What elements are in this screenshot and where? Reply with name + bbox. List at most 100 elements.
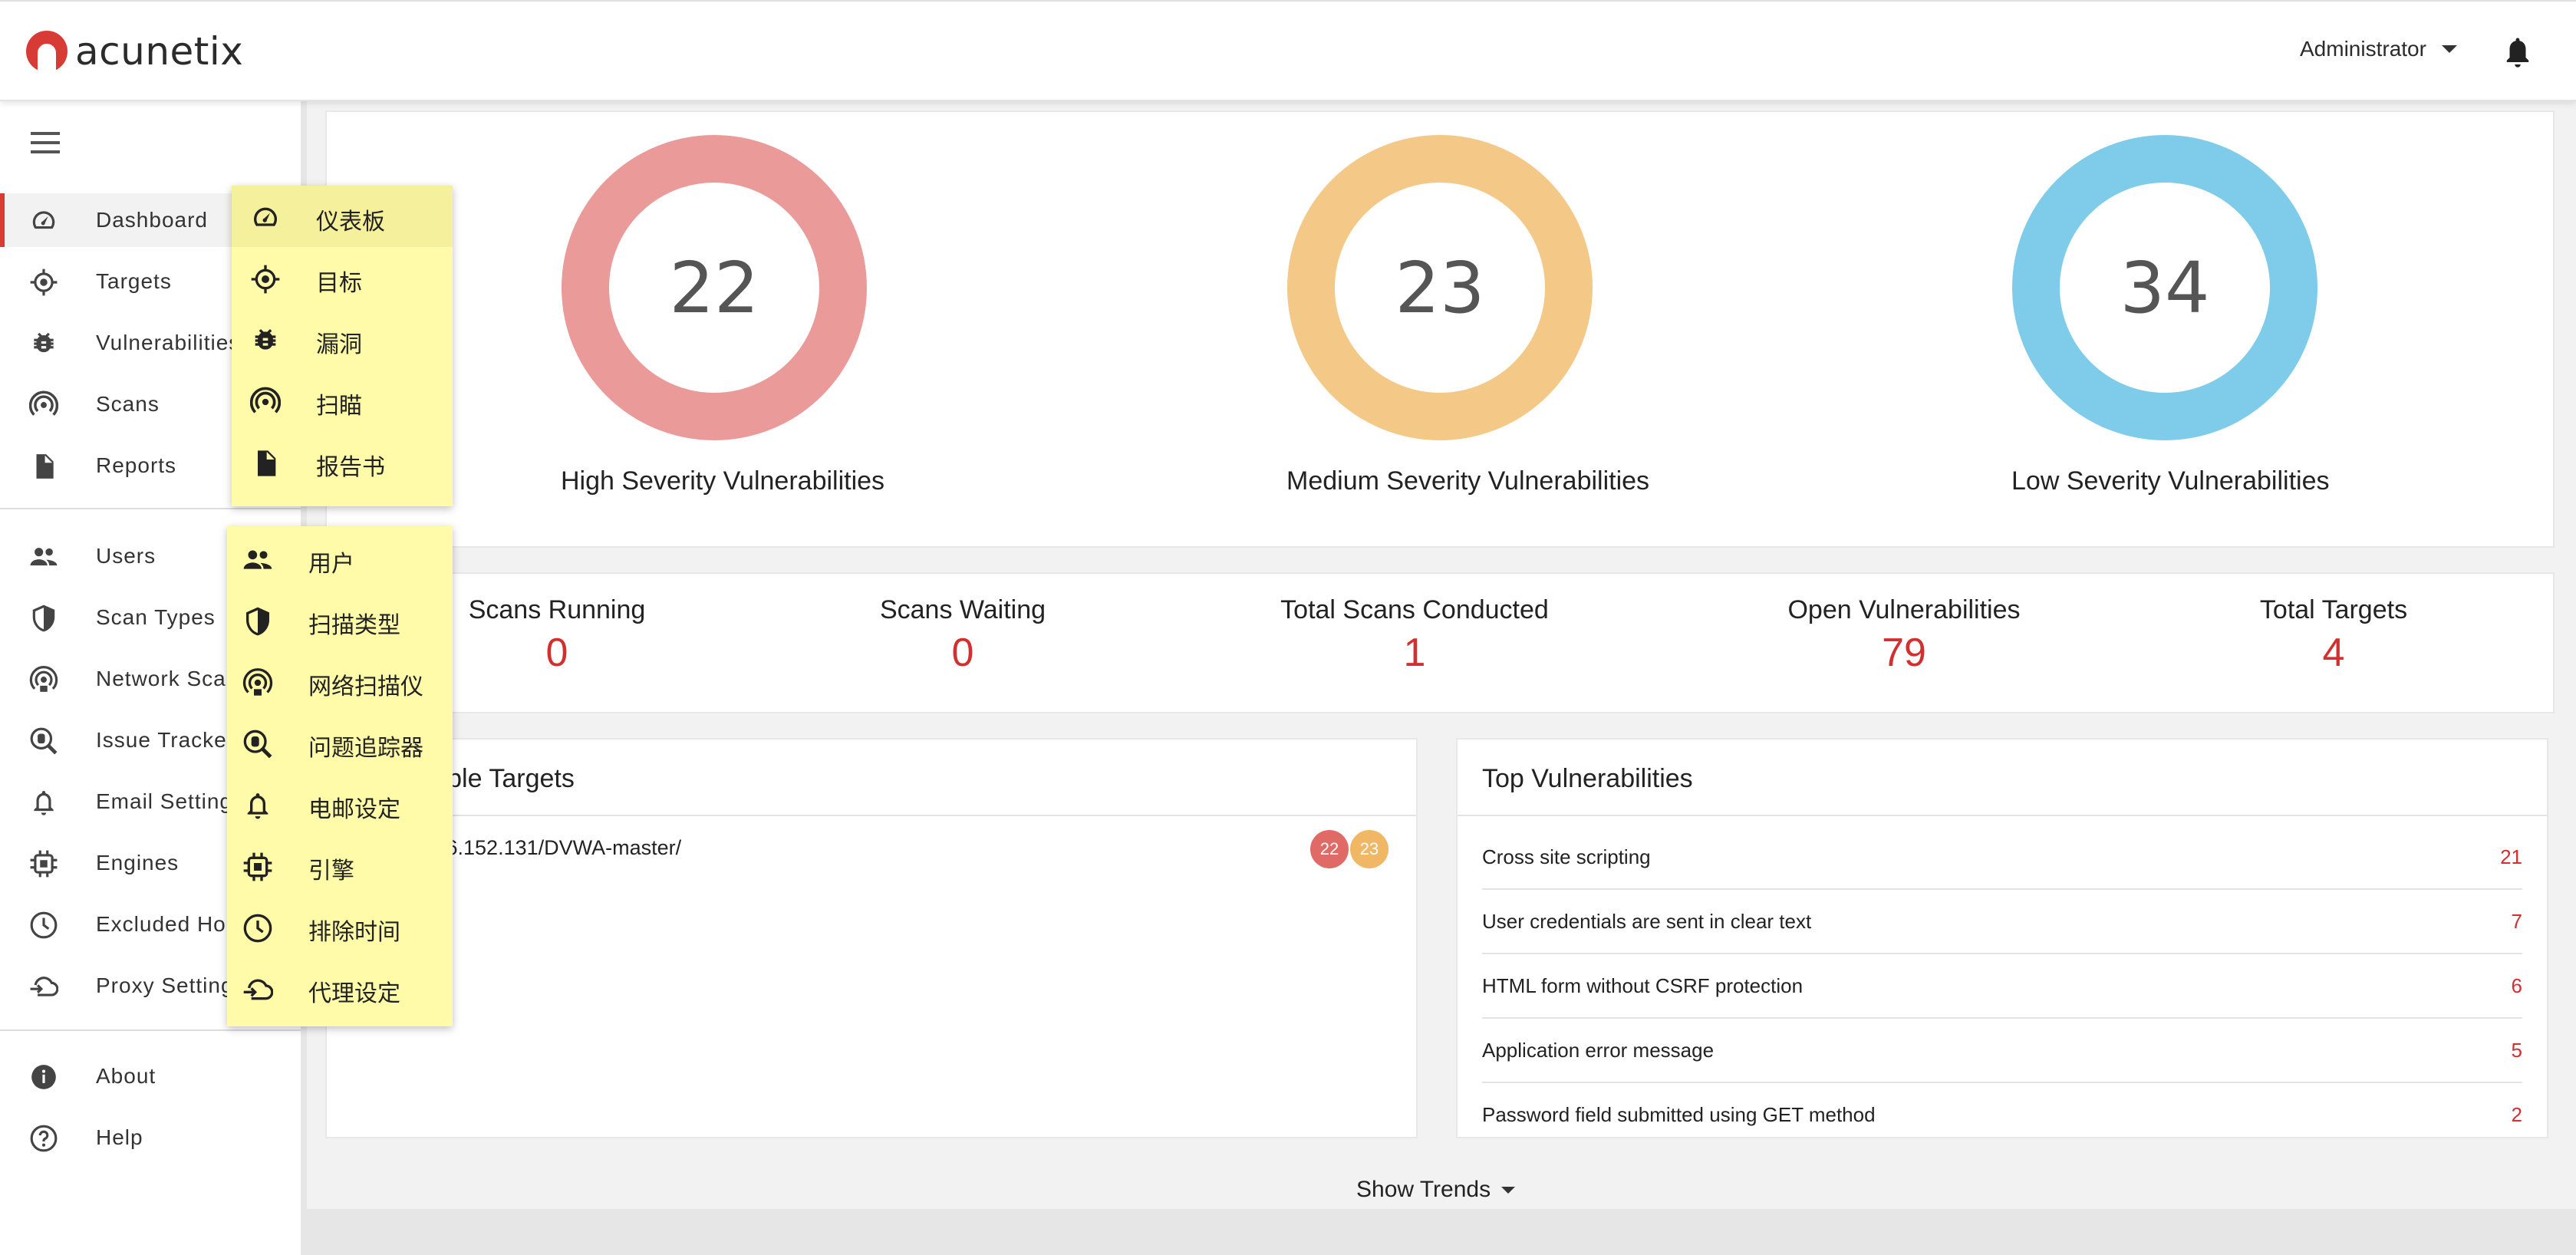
network-scanner-icon [242, 668, 273, 696]
panel-title: Top Vulnerabilities [1482, 764, 1693, 793]
tooltip-item-excluded-hours[interactable]: 排除时间 [227, 896, 453, 957]
tooltip-label: 代理设定 [308, 981, 400, 1006]
stat-total-targets[interactable]: Total Targets 4 [2260, 595, 2407, 676]
low-severity-widget[interactable]: 34 Low Severity Vulnerabilities [2011, 135, 2330, 496]
user-menu[interactable]: Administrator [2300, 37, 2457, 61]
sidebar-item-help[interactable]: Help [0, 1111, 301, 1164]
sidebar-item-scans[interactable]: Scans [0, 377, 301, 431]
tooltip-label: 网络扫描仪 [308, 674, 423, 700]
tooltip-item-users[interactable]: 用户 [227, 528, 453, 589]
users-icon [243, 550, 272, 569]
vulnerability-row[interactable]: User credentials are sent in clear text … [1482, 888, 2522, 954]
vulnerability-count: 2 [2511, 1103, 2522, 1126]
report-icon [258, 450, 276, 476]
high-severity-widget[interactable]: 22 High Severity Vulnerabilities [561, 135, 884, 496]
sidebar-divider [0, 1029, 301, 1031]
tooltip-item-targets[interactable]: 目标 [232, 247, 453, 308]
issue-tracker-icon [243, 730, 272, 759]
bug-icon [255, 329, 276, 350]
tooltip-item-proxy-settings[interactable]: 代理设定 [227, 957, 453, 1019]
acunetix-logo[interactable]: acunetix [26, 29, 243, 74]
sidebar-item-label: Scans [96, 392, 160, 416]
tooltip-item-scan-types[interactable]: 扫描类型 [227, 589, 453, 651]
tooltip-label: 引擎 [308, 858, 354, 884]
clock-icon [243, 914, 272, 943]
report-icon [36, 454, 54, 479]
vulnerability-name: Cross site scripting [1482, 845, 1651, 868]
medium-severity-label: Medium Severity Vulnerabilities [1286, 466, 1650, 496]
medium-severity-count: 23 [1395, 246, 1485, 329]
high-severity-count: 22 [669, 246, 759, 329]
top-bar: acunetix Administrator [0, 0, 2576, 101]
tooltip-item-engines[interactable]: 引擎 [227, 835, 453, 896]
tooltip-item-email-settings[interactable]: 电邮设定 [227, 773, 453, 835]
severity-summary-panel: 22 High Severity Vulnerabilities 23 Medi… [325, 110, 2555, 548]
bell-icon [34, 790, 54, 815]
tooltip-item-dashboard[interactable]: 仪表板 [232, 186, 453, 247]
vulnerability-name: User credentials are sent in clear text [1482, 910, 1812, 933]
vulnerability-name: Application error message [1482, 1039, 1715, 1062]
tooltip-label: 目标 [316, 271, 362, 296]
shield-icon [246, 607, 269, 636]
tooltip-item-scans[interactable]: 扫瞄 [232, 370, 453, 431]
sidebar-item-issue-trackers[interactable]: Issue Trackers [0, 713, 301, 767]
show-trends-button[interactable]: Show Trends [1356, 1177, 1516, 1203]
stat-value: 0 [951, 631, 974, 675]
chevron-down-icon [1501, 1186, 1516, 1194]
medium-severity-widget[interactable]: 23 Medium Severity Vulnerabilities [1286, 135, 1650, 496]
stat-total-scans[interactable]: Total Scans Conducted 1 [1280, 595, 1549, 676]
sidebar-item-about[interactable]: About [0, 1049, 301, 1103]
tooltip-item-network-scanner[interactable]: 网络扫描仪 [227, 651, 453, 712]
tooltip-item-reports[interactable]: 报告书 [232, 431, 453, 492]
sidebar-item-label: Dashboard [96, 208, 208, 232]
stat-value: 1 [1403, 631, 1426, 675]
low-severity-label: Low Severity Vulnerabilities [2011, 466, 2330, 496]
tooltip-label: 扫描类型 [308, 613, 400, 638]
target-icon [30, 268, 58, 296]
tooltip-label: 电邮设定 [308, 797, 400, 822]
high-severity-donut: 22 [562, 135, 867, 440]
sidebar-item-targets[interactable]: Targets [0, 255, 301, 308]
hamburger-menu-icon[interactable] [31, 132, 60, 155]
sidebar-item-label: About [96, 1064, 156, 1088]
notification-bell-icon[interactable] [2504, 35, 2532, 71]
sidebar-item-email-settings[interactable]: Email Settings [0, 775, 301, 828]
vulnerability-row[interactable]: Application error message 5 [1482, 1017, 2522, 1083]
dashboard-icon [254, 207, 277, 226]
bell-icon [247, 793, 268, 819]
sidebar-item-reports[interactable]: Reports [0, 439, 301, 492]
sidebar-divider [0, 508, 301, 509]
sidebar-item-vulnerabilities[interactable]: Vulnerabilities [0, 316, 301, 370]
tooltip-item-vulnerabilities[interactable]: 漏洞 [232, 308, 453, 370]
stat-scans-running[interactable]: Scans Running 0 [469, 595, 646, 676]
clock-icon [30, 911, 58, 939]
sidebar-item-engines[interactable]: Engines [0, 836, 301, 890]
sidebar-item-scan-types[interactable]: Scan Types [0, 591, 301, 644]
stat-scans-waiting[interactable]: Scans Waiting 0 [880, 595, 1046, 676]
stat-title: Total Targets [2259, 595, 2408, 624]
cloud-icon [243, 979, 273, 1000]
target-url[interactable]: .6.152.131/DVWA-master/ [440, 836, 682, 859]
vulnerability-row[interactable]: HTML form without CSRF protection 6 [1482, 953, 2522, 1019]
sidebar-item-label: Issue Trackers [96, 728, 247, 752]
low-severity-count: 34 [2120, 246, 2210, 329]
stat-title: Total Scans Conducted [1280, 595, 1549, 624]
sidebar-item-users[interactable]: Users [0, 529, 301, 583]
vulnerability-row[interactable]: Cross site scripting 21 [1482, 824, 2522, 890]
vulnerability-count: 21 [2500, 845, 2522, 868]
chip-icon [243, 852, 272, 881]
sidebar-item-proxy-settings[interactable]: Proxy Settings [0, 959, 301, 1013]
user-label: Administrator [2300, 37, 2426, 61]
panel-header: Top Vulnerabilities [1458, 739, 2547, 816]
stat-open-vulnerabilities[interactable]: Open Vulnerabilities 79 [1787, 595, 2020, 676]
top-vulnerabilities-panel: Top Vulnerabilities Cross site scripting… [1456, 738, 2548, 1138]
issue-tracker-icon [30, 727, 58, 755]
tooltip-label: 漏洞 [316, 332, 362, 357]
logo-mark-icon [26, 31, 68, 72]
tooltip-item-issue-trackers[interactable]: 问题追踪器 [227, 712, 453, 773]
vulnerability-row[interactable]: Password field submitted using GET metho… [1482, 1082, 2522, 1146]
scan-stats-panel: Scans Running 0 Scans Waiting 0 Total Sc… [325, 572, 2555, 713]
translation-tooltip-main: 仪表板 目标 漏洞 扫瞄 报告书 [232, 186, 453, 506]
panel-header: erable Targets [327, 739, 1416, 816]
vulnerability-name: HTML form without CSRF protection [1482, 974, 1804, 997]
